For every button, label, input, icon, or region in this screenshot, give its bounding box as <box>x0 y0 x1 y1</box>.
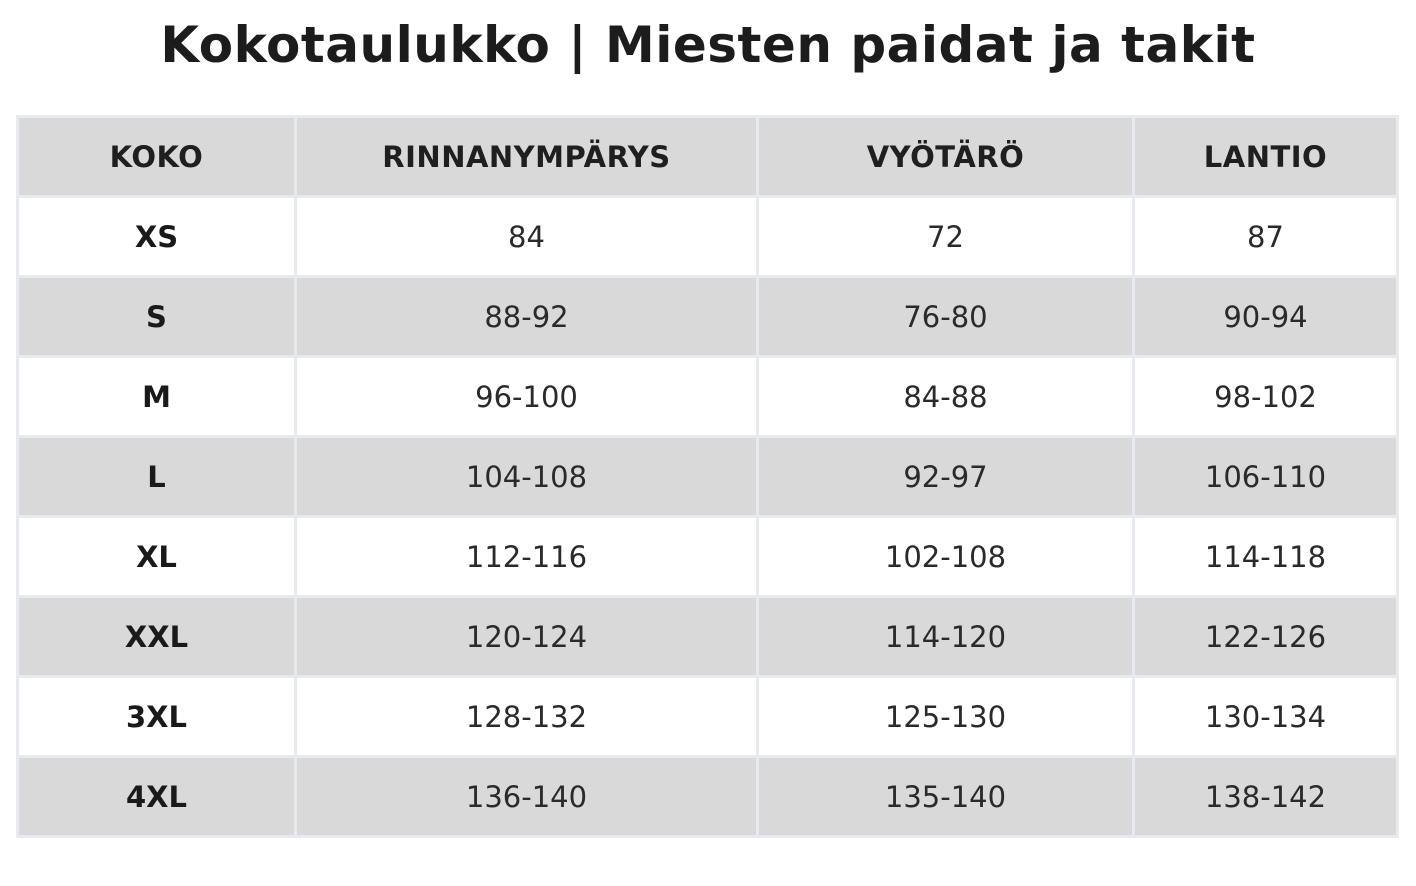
chest-cell: 96-100 <box>294 355 759 438</box>
column-header-waist: VYÖTÄRÖ <box>756 115 1135 198</box>
hip-cell: 98-102 <box>1132 355 1399 438</box>
table-header-row: KOKO RINNANYMPÄRYS VYÖTÄRÖ LANTIO <box>16 115 1399 198</box>
size-cell: S <box>16 275 297 358</box>
chest-cell: 104-108 <box>294 435 759 518</box>
waist-cell: 76-80 <box>756 275 1135 358</box>
waist-cell: 125-130 <box>756 675 1135 758</box>
table-row: XXL 120-124 114-120 122-126 <box>16 595 1399 678</box>
size-cell: 3XL <box>16 675 297 758</box>
hip-cell: 106-110 <box>1132 435 1399 518</box>
waist-cell: 102-108 <box>756 515 1135 598</box>
table-row: XL 112-116 102-108 114-118 <box>16 515 1399 598</box>
size-cell: L <box>16 435 297 518</box>
table-row: L 104-108 92-97 106-110 <box>16 435 1399 518</box>
size-chart-table: KOKO RINNANYMPÄRYS VYÖTÄRÖ LANTIO XS 84 … <box>16 115 1399 838</box>
size-cell: M <box>16 355 297 438</box>
hip-cell: 90-94 <box>1132 275 1399 358</box>
page-title: Kokotaulukko | Miesten paidat ja takit <box>160 16 1256 74</box>
chest-cell: 112-116 <box>294 515 759 598</box>
waist-cell: 72 <box>756 195 1135 278</box>
hip-cell: 138-142 <box>1132 755 1399 838</box>
hip-cell: 122-126 <box>1132 595 1399 678</box>
table-row: XS 84 72 87 <box>16 195 1399 278</box>
hip-cell: 87 <box>1132 195 1399 278</box>
column-header-hip: LANTIO <box>1132 115 1399 198</box>
waist-cell: 114-120 <box>756 595 1135 678</box>
table-row: 4XL 136-140 135-140 138-142 <box>16 755 1399 838</box>
chest-cell: 136-140 <box>294 755 759 838</box>
column-header-chest: RINNANYMPÄRYS <box>294 115 759 198</box>
waist-cell: 84-88 <box>756 355 1135 438</box>
size-cell: XL <box>16 515 297 598</box>
chest-cell: 128-132 <box>294 675 759 758</box>
chest-cell: 120-124 <box>294 595 759 678</box>
hip-cell: 130-134 <box>1132 675 1399 758</box>
chest-cell: 88-92 <box>294 275 759 358</box>
waist-cell: 135-140 <box>756 755 1135 838</box>
waist-cell: 92-97 <box>756 435 1135 518</box>
size-cell: XXL <box>16 595 297 678</box>
size-cell: XS <box>16 195 297 278</box>
table-row: S 88-92 76-80 90-94 <box>16 275 1399 358</box>
column-header-size: KOKO <box>16 115 297 198</box>
table-row: 3XL 128-132 125-130 130-134 <box>16 675 1399 758</box>
hip-cell: 114-118 <box>1132 515 1399 598</box>
chest-cell: 84 <box>294 195 759 278</box>
table-row: M 96-100 84-88 98-102 <box>16 355 1399 438</box>
size-cell: 4XL <box>16 755 297 838</box>
